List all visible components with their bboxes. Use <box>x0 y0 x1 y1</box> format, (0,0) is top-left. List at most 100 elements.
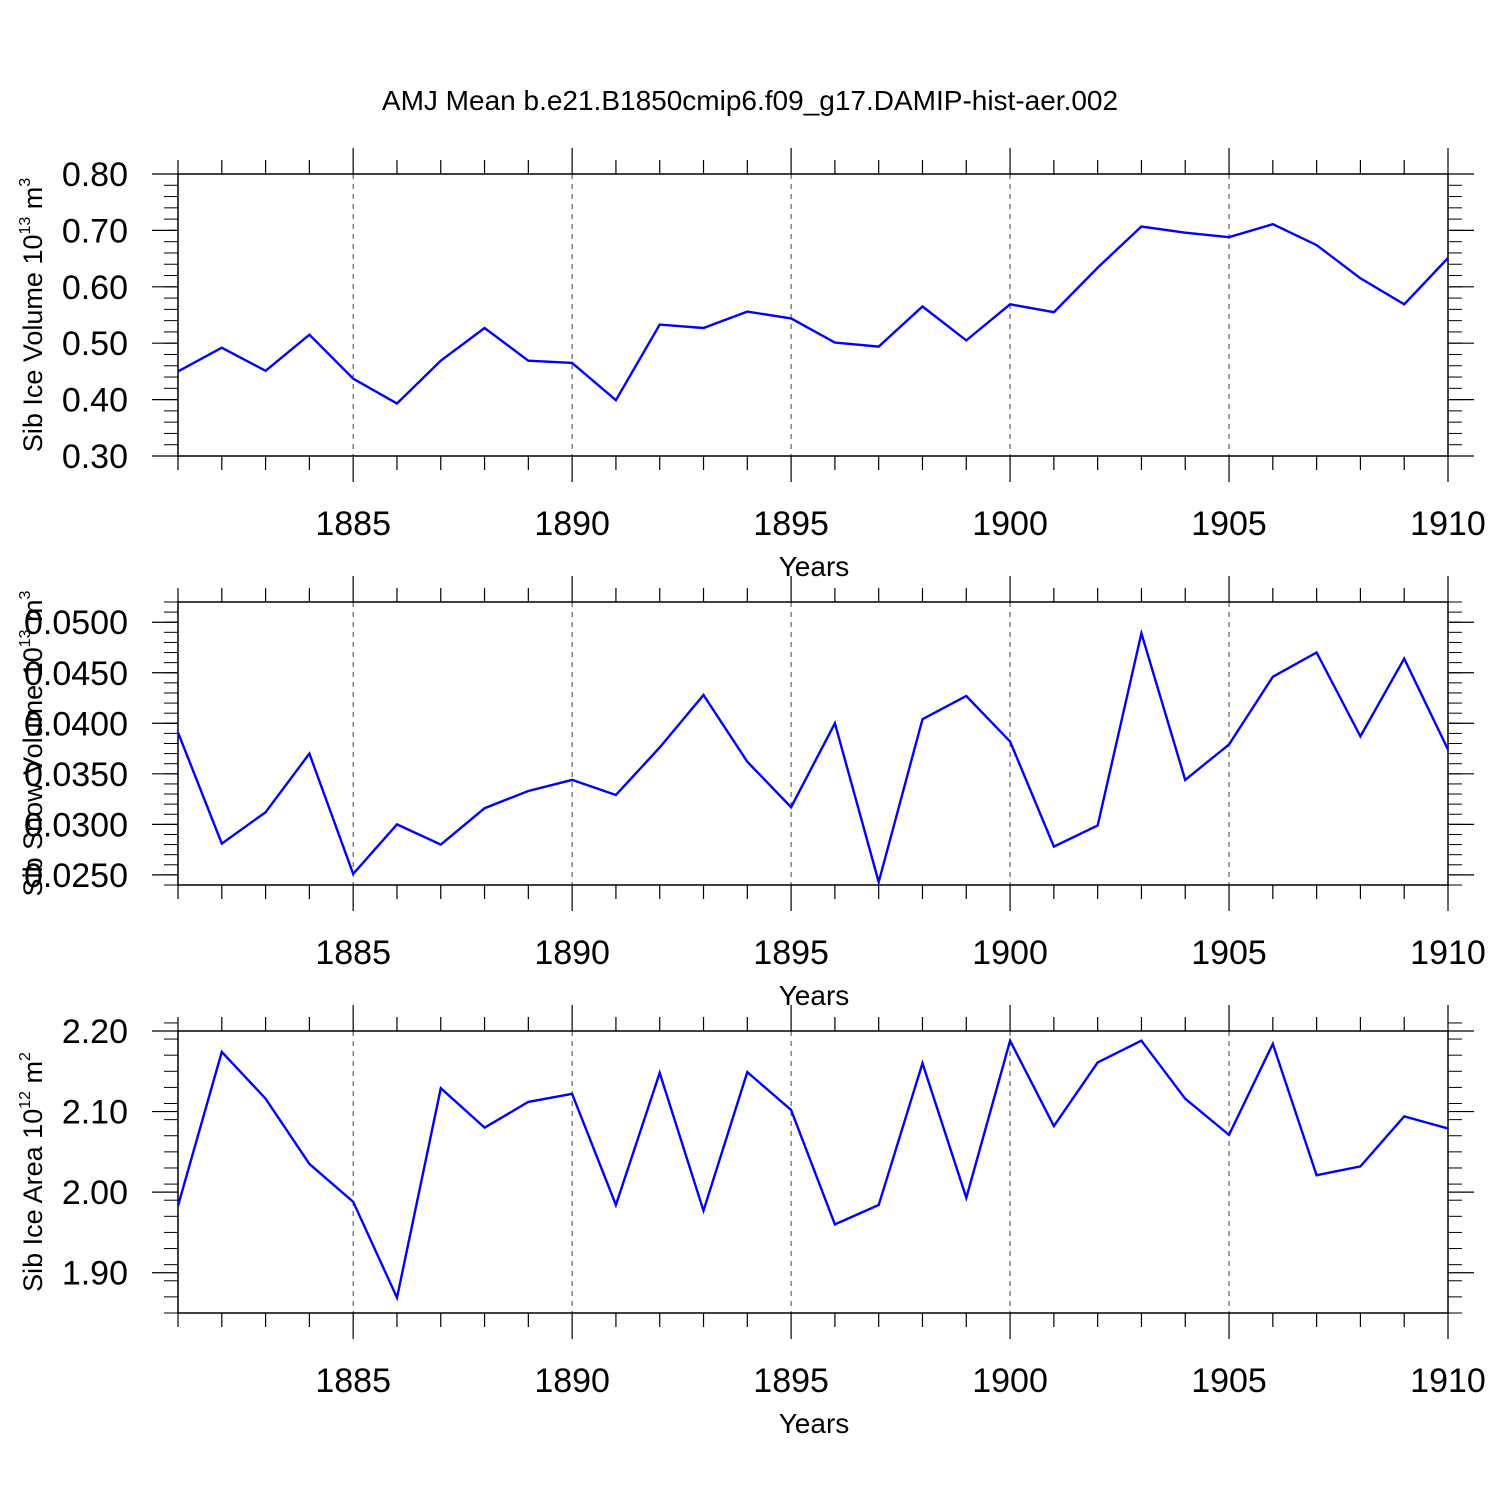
data-point <box>571 362 573 364</box>
series-line <box>177 222 1449 405</box>
data-point <box>1315 1174 1317 1176</box>
data-point <box>1403 1115 1405 1117</box>
data-point <box>221 1051 223 1053</box>
data-point <box>790 1109 792 1111</box>
y-tick-label: 0.0400 <box>24 705 128 743</box>
data-point <box>702 694 704 696</box>
data-point <box>1184 231 1186 233</box>
x-tick-label: 1890 <box>534 505 610 543</box>
data-point <box>1228 236 1230 238</box>
y-tick-label: 0.70 <box>62 212 128 250</box>
data-point <box>1184 779 1186 781</box>
data-point <box>790 806 792 808</box>
y-tick-label: 1.90 <box>62 1255 128 1293</box>
data-point <box>1009 740 1011 742</box>
data-point <box>965 695 967 697</box>
data-point <box>1447 257 1449 259</box>
series-line <box>176 1037 1449 1302</box>
data-point <box>1053 1125 1055 1127</box>
data-point <box>396 1296 398 1298</box>
y-tick-label: 0.80 <box>62 156 128 194</box>
data-point <box>921 305 923 307</box>
data-point <box>440 843 442 845</box>
y-axis-label: Sib Ice Volume 1013 m3 <box>17 178 48 452</box>
y-tick-label: 0.0300 <box>24 806 128 844</box>
data-point <box>921 718 923 720</box>
y-axis-label-superscript: 2 <box>17 1052 34 1061</box>
data-point <box>527 790 529 792</box>
data-point <box>1359 277 1361 279</box>
data-point <box>440 1087 442 1089</box>
data-point <box>1140 225 1142 227</box>
data-point <box>1447 748 1449 750</box>
data-point <box>702 327 704 329</box>
x-tick-label: 1905 <box>1191 934 1267 972</box>
data-point <box>834 341 836 343</box>
data-point <box>659 746 661 748</box>
data-point <box>1096 266 1098 268</box>
y-axis-label: Sib Ice Area 1012 m2 <box>17 1052 48 1292</box>
y-tick-label: 0.0500 <box>24 604 128 642</box>
data-point <box>308 752 310 754</box>
data-point <box>746 760 748 762</box>
y-axis-label-text: m <box>18 187 48 217</box>
y-tick-label: 0.40 <box>62 382 128 420</box>
plot-frame <box>177 173 1449 457</box>
data-point <box>1184 1097 1186 1099</box>
y-axis-label-text: Sib Ice Area 10 <box>18 1109 48 1292</box>
data-point <box>483 807 485 809</box>
data-point <box>396 402 398 404</box>
data-point <box>1315 651 1317 653</box>
data-point <box>177 370 179 372</box>
data-point <box>264 1097 266 1099</box>
data-point <box>1009 1039 1011 1041</box>
y-tick-label: 2.10 <box>62 1094 128 1132</box>
series-line <box>176 628 1450 887</box>
data-point <box>1140 632 1142 634</box>
data-point <box>177 731 179 733</box>
data-point <box>1096 824 1098 826</box>
data-point <box>264 811 266 813</box>
data-point <box>1272 1043 1274 1045</box>
data-point <box>483 1126 485 1128</box>
data-point <box>308 1163 310 1165</box>
x-tick-label: 1910 <box>1410 505 1486 543</box>
data-point <box>965 339 967 341</box>
data-point <box>615 399 617 401</box>
data-point <box>1315 244 1317 246</box>
data-point <box>1228 1134 1230 1136</box>
x-tick-label: 1890 <box>534 1362 610 1400</box>
data-point <box>1053 311 1055 313</box>
x-tick-label: 1895 <box>753 934 829 972</box>
data-point <box>746 1071 748 1073</box>
data-point <box>702 1209 704 1211</box>
x-tick-label: 1890 <box>534 934 610 972</box>
y-tick-label: 0.0450 <box>24 655 128 693</box>
data-point <box>308 334 310 336</box>
data-point <box>527 1101 529 1103</box>
data-point <box>1272 223 1274 225</box>
data-point <box>1403 303 1405 305</box>
data-point <box>965 1197 967 1199</box>
data-point <box>571 1093 573 1095</box>
plot-frame <box>177 601 1449 886</box>
x-axis-label: Years <box>779 551 850 582</box>
data-point <box>746 310 748 312</box>
x-tick-label: 1885 <box>315 505 391 543</box>
chart-panel-3: 1885 1890 1895 1900 1905 1910 1.90 2.00 2.10 2.20… <box>17 1005 1486 1439</box>
data-point <box>352 873 354 875</box>
data-point <box>1140 1039 1142 1041</box>
data-point <box>1096 1061 1098 1063</box>
data-point <box>1009 303 1011 305</box>
y-tick-label: 2.00 <box>62 1174 128 1212</box>
x-tick-label: 1895 <box>753 505 829 543</box>
y-tick-label: 2.20 <box>62 1013 128 1051</box>
y-axis-label-text: Sib Snow Volume 10 <box>18 647 48 896</box>
y-axis-label-superscript: 13 <box>17 629 34 647</box>
x-axis-label: Years <box>779 980 850 1011</box>
y-tick-label: 0.0350 <box>24 756 128 794</box>
x-tick-label: 1900 <box>972 505 1048 543</box>
data-point <box>440 359 442 361</box>
x-tick-label: 1905 <box>1191 505 1267 543</box>
data-point <box>527 359 529 361</box>
